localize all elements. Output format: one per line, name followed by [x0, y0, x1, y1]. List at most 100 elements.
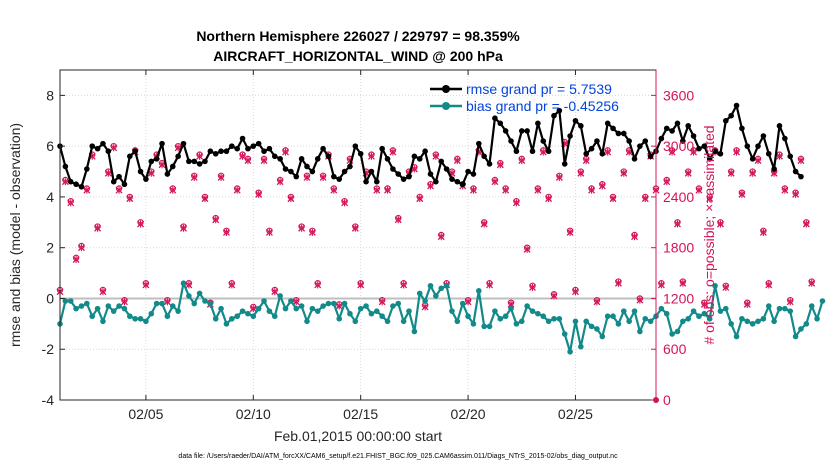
rmse-point [422, 148, 428, 155]
legend-bias-marker [442, 102, 450, 110]
rmse-point [153, 156, 160, 162]
bias-point [153, 300, 160, 307]
obs-assimilated-point [469, 186, 477, 194]
rmse-point [390, 166, 396, 172]
obs-assimilated-point [228, 281, 236, 289]
bias-point [535, 310, 541, 317]
bias-point [717, 308, 724, 314]
obs-assimilated-point [335, 302, 343, 310]
bias-point [685, 315, 692, 322]
rmse-point [288, 168, 294, 175]
rmse-point [556, 107, 563, 114]
rmse-point [266, 145, 273, 152]
bias-point [508, 305, 514, 312]
rmse-point [100, 140, 106, 147]
bias-point [669, 331, 675, 337]
bias-point [347, 310, 353, 317]
bias-point [594, 326, 600, 332]
rmse-point [406, 173, 412, 180]
rmse-point [545, 148, 552, 155]
obs-assimilated-point [427, 182, 434, 190]
rmse-point [551, 112, 557, 119]
obs-assimilated-point [271, 288, 279, 296]
rmse-point [696, 145, 702, 152]
rmse-point [604, 120, 611, 127]
rmse-point [583, 150, 589, 157]
rmse-point [599, 150, 606, 157]
bias-point [191, 300, 198, 307]
obs-assimilated-point [120, 298, 128, 306]
obs-assimilated-point [738, 190, 746, 198]
obs-assimilated-point [61, 178, 69, 186]
obs-assimilated-point [674, 220, 681, 228]
x-tick-label: 02/10 [236, 406, 271, 422]
bias-point [551, 315, 557, 322]
bias-point [406, 308, 412, 314]
bias-point [325, 300, 332, 307]
rmse-point [84, 166, 90, 172]
bias-point [379, 313, 385, 320]
rmse-point [282, 166, 289, 172]
rmse-point [706, 156, 713, 162]
bias-point [212, 315, 219, 322]
rmse-point [620, 130, 627, 137]
obs-assimilated-point [668, 148, 676, 156]
obs-assimilated-point [212, 216, 220, 224]
rmse-point [229, 143, 235, 149]
obs-assimilated-point [733, 148, 741, 156]
bias-point [186, 293, 192, 299]
obs-assimilated-point [663, 178, 671, 186]
obs-assimilated-point [437, 233, 445, 241]
rmse-point [395, 171, 402, 177]
bias-point [175, 308, 181, 314]
obs-assimilated-point [577, 169, 585, 177]
bias-point [620, 308, 627, 314]
rmse-point [62, 163, 69, 170]
obs-assimilated-point [378, 298, 386, 306]
obs-assimilated-point [480, 220, 488, 228]
obs-assimilated-point [126, 195, 134, 203]
obs-assimilated-point [727, 169, 735, 177]
obs-assimilated-point [196, 152, 204, 160]
obs-assimilated-point [351, 224, 359, 232]
rmse-point [363, 178, 369, 185]
rmse-point [712, 148, 718, 155]
bias-point [84, 300, 90, 307]
obs-assimilated-point [303, 173, 311, 181]
data-series-lines [57, 102, 826, 355]
bias-point [663, 310, 670, 317]
y-axis-label-left: rmse and bias (model - observation) [7, 123, 23, 347]
rmse-point [180, 140, 187, 147]
rmse-point [717, 150, 724, 157]
bias-point [245, 310, 251, 317]
bias-point [454, 318, 461, 325]
obs-assimilated-point [550, 292, 558, 300]
obs-assimilated-point [180, 224, 187, 232]
bias-point [776, 305, 783, 312]
obs-assimilated-point [464, 298, 472, 306]
bias-point [814, 315, 820, 322]
bias-point [127, 313, 133, 320]
rmse-point [148, 158, 155, 165]
rmse-point [186, 158, 192, 165]
bias-point [680, 318, 686, 325]
obs-assimilated-point [502, 186, 510, 194]
bias-point [529, 308, 536, 314]
obs-assimilated-point [534, 186, 542, 194]
rmse-point [433, 178, 439, 185]
obs-assimilated-point [523, 245, 531, 253]
bias-point [470, 321, 477, 327]
obs-assimilated-point [636, 296, 644, 304]
plot-frame [59, 69, 657, 401]
rmse-point [663, 125, 670, 132]
rmse-point [658, 135, 665, 142]
rmse-point [728, 112, 734, 119]
rmse-point [481, 153, 487, 160]
rmse-point [443, 166, 450, 172]
rmse-point [615, 130, 622, 137]
bias-point [578, 343, 584, 350]
bias-point [486, 323, 493, 330]
rmse-point [352, 143, 359, 149]
bias-point [588, 323, 595, 330]
